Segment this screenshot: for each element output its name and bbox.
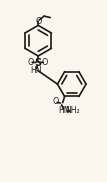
Text: O: O: [52, 97, 59, 106]
Text: HN: HN: [30, 66, 42, 75]
Text: O: O: [35, 17, 41, 26]
Text: O: O: [42, 58, 48, 67]
Text: S: S: [34, 58, 41, 68]
Text: HN: HN: [58, 106, 70, 116]
Text: O: O: [27, 58, 34, 67]
Text: NH₂: NH₂: [65, 106, 80, 116]
